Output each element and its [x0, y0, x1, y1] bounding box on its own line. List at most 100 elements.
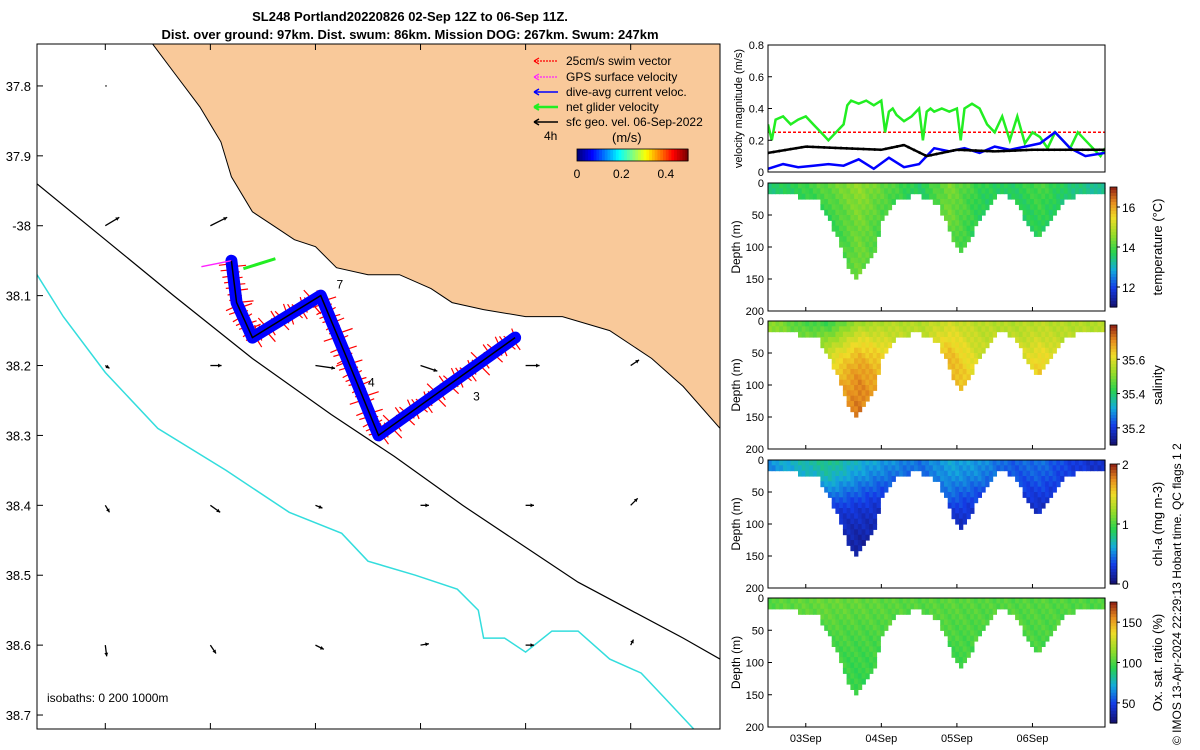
section-cell	[902, 321, 908, 327]
section-cell	[944, 188, 949, 195]
section-cell	[925, 331, 930, 338]
section-cell	[1048, 481, 1054, 488]
section-cell	[1018, 331, 1024, 338]
colorbar-cell	[671, 149, 675, 161]
section-cell	[947, 460, 952, 466]
section-cell	[857, 321, 863, 327]
section-cell	[835, 460, 840, 466]
section-cell	[865, 204, 870, 211]
section-cell	[865, 534, 870, 541]
section-cell	[1037, 204, 1042, 211]
colorbar-cell	[1110, 214, 1117, 218]
colorbar-cell	[593, 149, 598, 161]
section-cell	[846, 342, 851, 349]
section-cell	[936, 603, 941, 610]
section-cell	[977, 614, 982, 621]
section-cell	[835, 502, 840, 509]
section-cell	[835, 215, 840, 221]
section-cell	[861, 236, 866, 243]
section-cell	[947, 193, 952, 200]
section-cell	[1003, 321, 1009, 327]
section-cell	[1071, 465, 1076, 472]
section-cell	[798, 193, 803, 200]
section-cell	[872, 492, 878, 498]
section-cell	[801, 470, 806, 477]
colorbar-cell	[1110, 427, 1117, 431]
section-cell	[966, 508, 971, 514]
velocity-marker	[800, 145, 804, 149]
section-cell	[1026, 342, 1031, 349]
section-cell	[1067, 608, 1072, 615]
section-cell	[805, 183, 810, 189]
colorbar-cell	[1110, 620, 1117, 624]
section-cell	[955, 492, 960, 498]
section-cell	[1101, 465, 1106, 472]
section-cell	[1030, 331, 1035, 338]
velocity-marker	[867, 147, 871, 151]
section-cell	[940, 619, 945, 626]
section-cell	[876, 508, 881, 514]
section-cell	[1026, 619, 1031, 626]
section-cell	[786, 326, 791, 333]
section-cell	[798, 188, 803, 195]
section-cell	[768, 603, 773, 610]
section-cell	[914, 598, 919, 604]
section-cell	[906, 460, 911, 466]
section-cell	[891, 326, 896, 333]
section-cell	[962, 199, 967, 205]
section-cell	[842, 379, 848, 386]
colorbar-cell	[1110, 415, 1117, 419]
section-cell	[891, 188, 896, 195]
section-cell	[861, 481, 866, 488]
section-cell	[846, 646, 851, 653]
section-cell	[959, 331, 964, 338]
colorbar-cell	[1110, 223, 1117, 227]
section-cell	[835, 614, 840, 621]
section-cell	[854, 215, 859, 221]
section-cell	[827, 476, 833, 482]
section-cell	[1041, 215, 1046, 221]
section-cell	[861, 252, 866, 259]
section-cell	[1041, 598, 1046, 604]
section-cell	[951, 369, 956, 375]
section-cell	[932, 598, 938, 604]
section-cell	[1075, 603, 1080, 610]
section-cell	[944, 603, 949, 610]
section-cell	[865, 225, 870, 232]
section-cell	[932, 460, 938, 466]
section-cell	[854, 204, 859, 211]
colorbar-cell	[1110, 659, 1117, 664]
section-cell	[1071, 608, 1076, 615]
colorbar-cell	[1110, 430, 1117, 434]
section-cell	[944, 193, 949, 200]
section-cell	[865, 486, 870, 493]
section-cell	[929, 188, 934, 195]
colorbar-cell	[1110, 692, 1117, 697]
section-cell	[857, 263, 863, 269]
colorbar-cell	[649, 149, 653, 161]
section-cell	[827, 481, 833, 488]
colorbar-cell	[1110, 202, 1117, 206]
section-cell	[835, 321, 840, 327]
section-cell	[962, 204, 967, 211]
colorbar-cell	[590, 149, 595, 161]
section-cell	[899, 326, 904, 333]
section-cell	[962, 236, 967, 243]
section-cell	[857, 337, 863, 343]
section-cell	[1067, 188, 1072, 195]
section-cell	[887, 326, 893, 333]
section-cell	[839, 651, 844, 658]
section-cell	[1056, 199, 1061, 205]
section-cell	[940, 199, 945, 205]
section-cell	[891, 337, 896, 343]
section-cell	[850, 619, 855, 626]
section-cell	[902, 326, 908, 333]
legend-label: GPS surface velocity	[566, 70, 677, 84]
section-cell	[962, 193, 967, 200]
section-cell	[861, 369, 866, 375]
velocity-marker	[957, 148, 961, 152]
section-cell	[1037, 215, 1042, 221]
section-cell	[977, 347, 982, 354]
section-cell	[872, 326, 878, 333]
section-cell	[955, 603, 960, 610]
